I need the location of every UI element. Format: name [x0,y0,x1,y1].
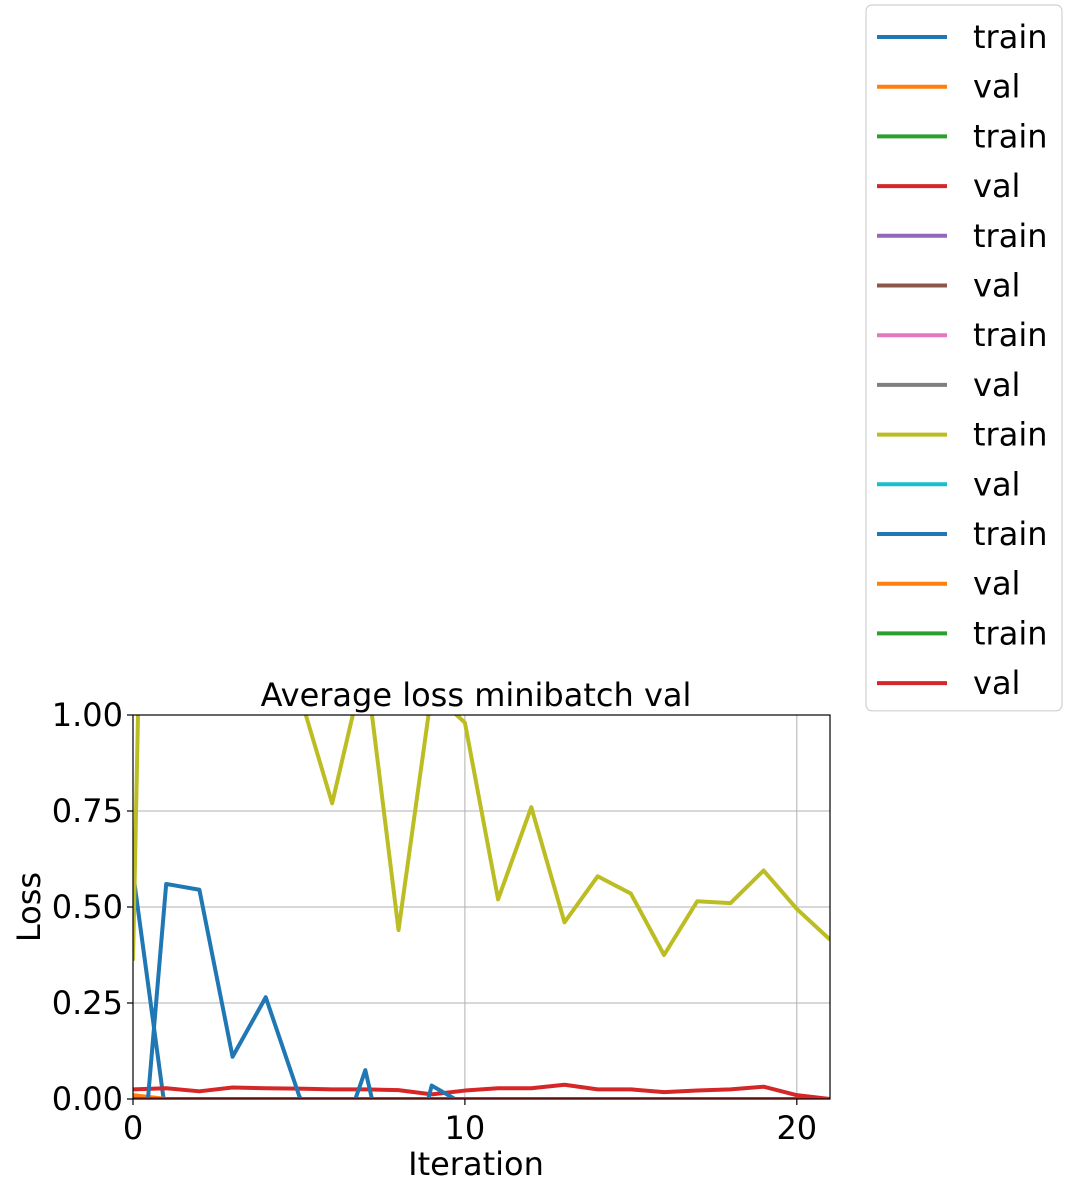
x-tick-label: 10 [445,1109,486,1147]
legend-label: val [973,465,1020,503]
series-line [133,1082,830,1099]
y-tick-label: 1.00 [52,696,123,734]
legend-label: train [973,416,1047,454]
legend-label: train [973,117,1047,155]
legend-label: val [973,267,1020,305]
chart-title: Average loss minibatch val [261,676,692,714]
legend-box [865,4,1063,712]
legend-label: train [973,515,1047,553]
y-tick-label: 0.25 [52,984,123,1022]
y-tick-label: 0.00 [52,1080,123,1118]
legend-label: val [973,664,1020,702]
y-axis-label: Loss [10,872,48,942]
x-tick-label: 20 [776,1109,817,1147]
series-line [133,715,830,961]
legend-label: val [973,167,1020,205]
series-line [145,881,830,1099]
legend-label: val [973,68,1020,106]
y-tick-label: 0.75 [52,792,123,830]
x-axis-label: Iteration [408,1145,544,1183]
legend-label: train [973,614,1047,652]
legend-label: val [973,366,1020,404]
legend-label: val [973,565,1020,603]
x-tick-label: 0 [123,1109,143,1147]
legend-label: train [973,316,1047,354]
legend-label: train [973,217,1047,255]
series-line [133,872,166,1099]
legend-label: train [973,18,1047,56]
y-tick-label: 0.50 [52,888,123,926]
